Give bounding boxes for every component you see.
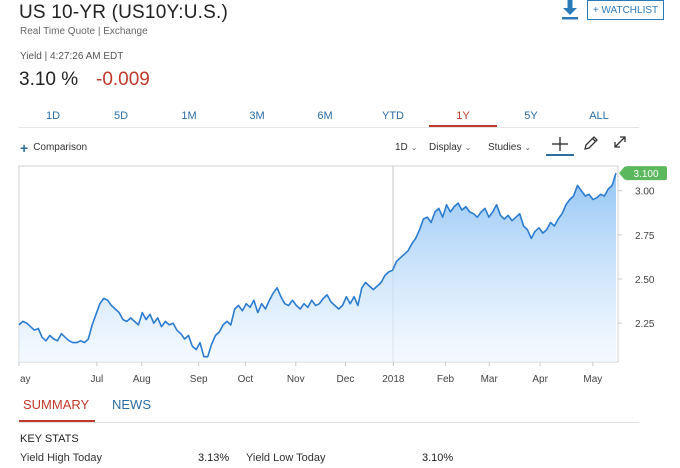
series-line <box>18 172 617 358</box>
key-stats-heading: KEY STATS <box>20 433 79 445</box>
comparison-label: Comparison <box>33 142 88 153</box>
chevron-down-icon: ⌄ <box>524 143 532 152</box>
yield-value: 3.10 % <box>19 69 79 90</box>
tab-5d[interactable]: 5D <box>113 110 129 122</box>
y-tick-label: 2.50 <box>635 275 655 286</box>
chevron-down-icon: ⌄ <box>410 143 418 152</box>
expand-icon[interactable] <box>612 134 628 150</box>
tab-1m[interactable]: 1M <box>181 110 197 122</box>
x-tick-label: Jul <box>90 374 103 385</box>
x-tick-label: Aug <box>133 374 151 385</box>
y-tick-label: 3.00 <box>635 187 655 198</box>
tab-5y[interactable]: 5Y <box>524 110 538 122</box>
tab-6m[interactable]: 6M <box>317 110 333 122</box>
time-range-tabs: 1D 5D 1M 3M 6M YTD 1Y 5Y ALL <box>19 107 639 127</box>
tab-news[interactable]: NEWS <box>112 397 151 412</box>
download-icon[interactable] <box>560 0 580 20</box>
plus-icon: + <box>20 139 29 156</box>
y-tick-label: 2.75 <box>635 231 655 242</box>
y-tick-label: 2.25 <box>635 319 655 330</box>
x-tick-label: Oct <box>238 374 254 385</box>
display-dropdown[interactable]: Display ⌄ <box>429 142 472 153</box>
x-tick-label: Dec <box>337 374 355 385</box>
display-label: Display <box>429 142 462 153</box>
x-tick-label: 2018 <box>382 374 405 385</box>
crosshair-icon[interactable] <box>548 135 572 155</box>
quote-source-subtitle: Real Time Quote | Exchange <box>20 26 148 37</box>
x-tick-label: ay <box>20 374 31 385</box>
stat-label: Yield Low Today <box>246 452 326 464</box>
yield-change: -0.009 <box>96 69 150 90</box>
tab-3m[interactable]: 3M <box>249 110 265 122</box>
crosshair-active-indicator <box>546 154 574 156</box>
yield-timestamp: Yield | 4:27:26 AM EDT <box>20 51 124 62</box>
stat-value: 3.10% <box>422 452 454 464</box>
stat-value: 3.13% <box>198 452 230 464</box>
last-value-label: 3.100 <box>633 169 658 180</box>
section-divider <box>19 422 639 423</box>
tab-1d[interactable]: 1D <box>45 110 61 122</box>
x-tick-label: Mar <box>481 374 499 385</box>
x-tick-label: May <box>583 374 602 385</box>
studies-dropdown[interactable]: Studies ⌄ <box>488 142 531 153</box>
x-tick-label: Apr <box>532 374 548 385</box>
studies-label: Studies <box>488 142 522 153</box>
chevron-down-icon: ⌄ <box>464 143 472 152</box>
interval-label: 1D <box>395 142 408 153</box>
stat-label: Yield High Today <box>20 452 102 464</box>
yield-chart[interactable]: 3.00 2.75 2.50 2.25 ay Jul Aug Sep Oct Nov Dec 2018… <box>0 160 680 390</box>
tab-summary[interactable]: SUMMARY <box>23 397 90 412</box>
x-tick-label: Feb <box>437 374 455 385</box>
x-tick-label: Sep <box>190 374 208 385</box>
tab-1y[interactable]: 1Y <box>429 107 497 127</box>
last-value-pointer <box>619 166 625 181</box>
series-area <box>19 173 616 362</box>
last-value-badge <box>625 166 667 181</box>
x-tick-label: Nov <box>287 374 305 385</box>
page-title: US 10-YR (US10Y:U.S.) <box>19 2 229 23</box>
comparison-button[interactable]: + Comparison <box>20 139 88 156</box>
pencil-icon[interactable] <box>582 134 600 152</box>
tab-all[interactable]: ALL <box>589 110 609 122</box>
interval-dropdown[interactable]: 1D ⌄ <box>395 142 418 153</box>
summary-active-indicator <box>19 420 95 422</box>
watchlist-button[interactable]: + WATCHLIST <box>587 0 664 20</box>
tabs-divider <box>19 127 639 128</box>
tab-ytd[interactable]: YTD <box>382 110 404 122</box>
